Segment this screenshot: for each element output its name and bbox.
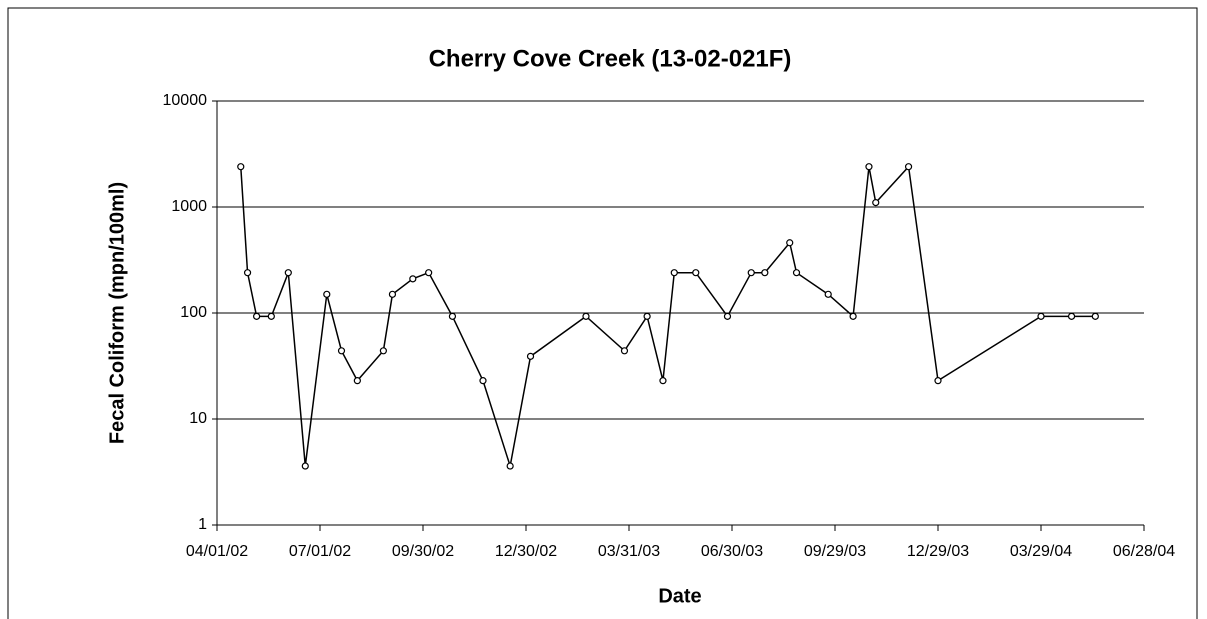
data-point xyxy=(425,269,433,277)
data-point xyxy=(1091,312,1099,320)
x-tick-label: 09/30/02 xyxy=(392,543,454,560)
data-point xyxy=(670,269,678,277)
data-point xyxy=(388,290,397,298)
x-tick-label: 04/01/02 xyxy=(186,543,248,560)
x-tick-label: 06/28/04 xyxy=(1113,543,1175,560)
data-point xyxy=(747,269,755,277)
x-tick-label: 06/30/03 xyxy=(701,543,763,560)
data-point xyxy=(409,275,417,283)
y-tick-label: 100 xyxy=(180,304,207,321)
data-point xyxy=(337,347,346,355)
data-point xyxy=(284,269,292,277)
data-point xyxy=(643,312,651,320)
x-tick-label: 12/29/03 xyxy=(907,543,969,560)
data-point xyxy=(872,199,880,207)
data-point xyxy=(243,269,252,277)
data-point xyxy=(582,312,590,320)
data-point xyxy=(934,377,942,385)
data-point xyxy=(865,163,873,171)
y-tick-label: 10 xyxy=(189,410,207,427)
x-axis-label: Date xyxy=(658,585,701,607)
data-point xyxy=(786,239,794,247)
x-tick-label: 12/30/02 xyxy=(495,543,557,560)
data-point xyxy=(267,312,275,320)
data-point xyxy=(448,312,457,320)
data-point xyxy=(237,163,245,171)
x-tick-label: 07/01/02 xyxy=(289,543,351,560)
data-point xyxy=(253,312,261,320)
data-point xyxy=(620,347,629,355)
data-point xyxy=(659,377,667,385)
data-point xyxy=(692,269,700,277)
chart-title: Cherry Cove Creek (13-02-021F) xyxy=(429,45,792,72)
data-point xyxy=(506,462,514,470)
data-point xyxy=(323,290,331,298)
data-point xyxy=(904,163,913,171)
x-tick-label: 03/29/04 xyxy=(1010,543,1072,560)
data-point xyxy=(479,377,487,385)
x-tick-label: 09/29/03 xyxy=(804,543,866,560)
data-point xyxy=(379,347,387,355)
data-point xyxy=(849,312,857,320)
data-point xyxy=(824,290,832,298)
data-point xyxy=(353,377,361,385)
y-tick-label: 1000 xyxy=(171,198,207,215)
data-point xyxy=(526,352,535,360)
data-point xyxy=(761,269,769,277)
data-point xyxy=(792,269,801,277)
y-tick-label: 1 xyxy=(198,516,207,533)
x-tick-label: 03/31/03 xyxy=(598,543,660,560)
data-point xyxy=(301,462,309,470)
y-axis-label: Fecal Coliform (mpn/100ml) xyxy=(106,182,128,444)
data-point xyxy=(1037,312,1045,320)
data-point xyxy=(1067,312,1076,320)
y-tick-label: 10000 xyxy=(163,92,208,109)
data-point xyxy=(723,312,732,320)
